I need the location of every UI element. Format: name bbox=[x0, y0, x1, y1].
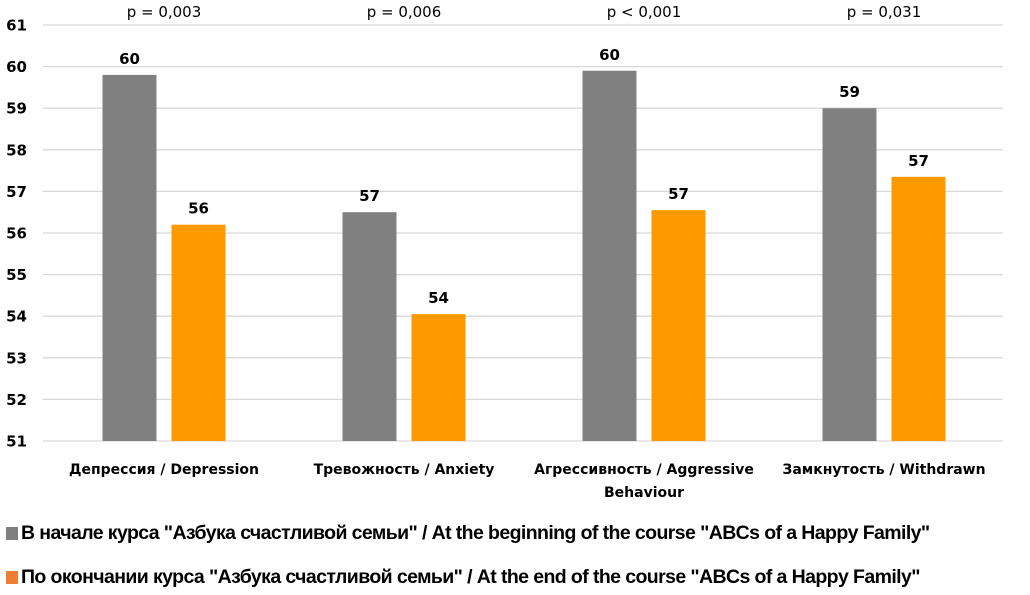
y-tick-label: 59 bbox=[6, 100, 27, 118]
y-tick-label: 55 bbox=[6, 266, 27, 284]
y-tick-label: 60 bbox=[6, 58, 27, 76]
x-tick-label: Тревожность / Anxiety bbox=[314, 462, 495, 478]
data-label: 57 bbox=[359, 187, 380, 205]
bar-end-2 bbox=[651, 210, 706, 441]
legend-label-beginning: В начале курса "Азбука счастливой семьи"… bbox=[21, 522, 930, 544]
y-tick-label: 51 bbox=[6, 433, 27, 451]
data-label: 59 bbox=[839, 83, 860, 101]
data-label: 60 bbox=[599, 46, 620, 64]
x-axis-ticks: Депрессия / Depression Тревожность / Anxi… bbox=[69, 462, 986, 500]
x-tick-label: Депрессия / Depression bbox=[69, 462, 259, 478]
data-label: 54 bbox=[428, 289, 449, 307]
bar-beginning-3 bbox=[822, 108, 877, 441]
p-value-label: p < 0,001 bbox=[607, 3, 682, 21]
p-value-label: p = 0,006 bbox=[367, 3, 442, 21]
data-label: 60 bbox=[119, 50, 140, 68]
bar-end-1 bbox=[411, 314, 466, 441]
legend-item-beginning: В начале курса "Азбука счастливой семьи"… bbox=[6, 522, 1030, 545]
bar-beginning-2 bbox=[582, 70, 637, 441]
data-label: 56 bbox=[188, 200, 209, 218]
y-tick-label: 54 bbox=[6, 308, 27, 326]
data-label: 57 bbox=[668, 185, 689, 203]
bar-beginning-1 bbox=[342, 212, 397, 441]
legend-swatch-gray bbox=[6, 527, 18, 540]
bar-end-0 bbox=[171, 224, 226, 441]
data-labels: 60 56 57 54 60 57 59 57 bbox=[119, 46, 929, 307]
bars bbox=[102, 70, 946, 442]
bar-end-3 bbox=[891, 176, 946, 441]
y-tick-label: 52 bbox=[6, 391, 27, 409]
legend-label-end: По окончании курса "Азбука счастливой се… bbox=[21, 566, 920, 588]
p-value-label: p = 0,031 bbox=[847, 3, 922, 21]
bar-beginning-0 bbox=[102, 74, 157, 442]
x-tick-label: Behaviour bbox=[604, 485, 684, 500]
p-value-annotations: p = 0,003 p = 0,006 p < 0,001 p = 0,031 bbox=[127, 3, 922, 21]
y-tick-label: 61 bbox=[6, 17, 27, 35]
legend-swatch-orange bbox=[6, 571, 18, 584]
x-tick-label: Замкнутость / Withdrawn bbox=[782, 462, 985, 478]
data-label: 57 bbox=[908, 152, 929, 170]
x-tick-label: Агрессивность / Aggressive bbox=[534, 462, 754, 478]
y-tick-label: 53 bbox=[6, 349, 27, 367]
y-tick-label: 56 bbox=[6, 225, 27, 243]
y-tick-label: 57 bbox=[6, 183, 27, 201]
p-value-label: p = 0,003 bbox=[127, 3, 202, 21]
legend-item-end: По окончании курса "Азбука счастливой се… bbox=[6, 566, 1030, 589]
y-tick-label: 58 bbox=[6, 141, 27, 159]
y-axis-ticks: 51 52 53 54 55 56 57 58 59 60 61 bbox=[6, 17, 27, 451]
